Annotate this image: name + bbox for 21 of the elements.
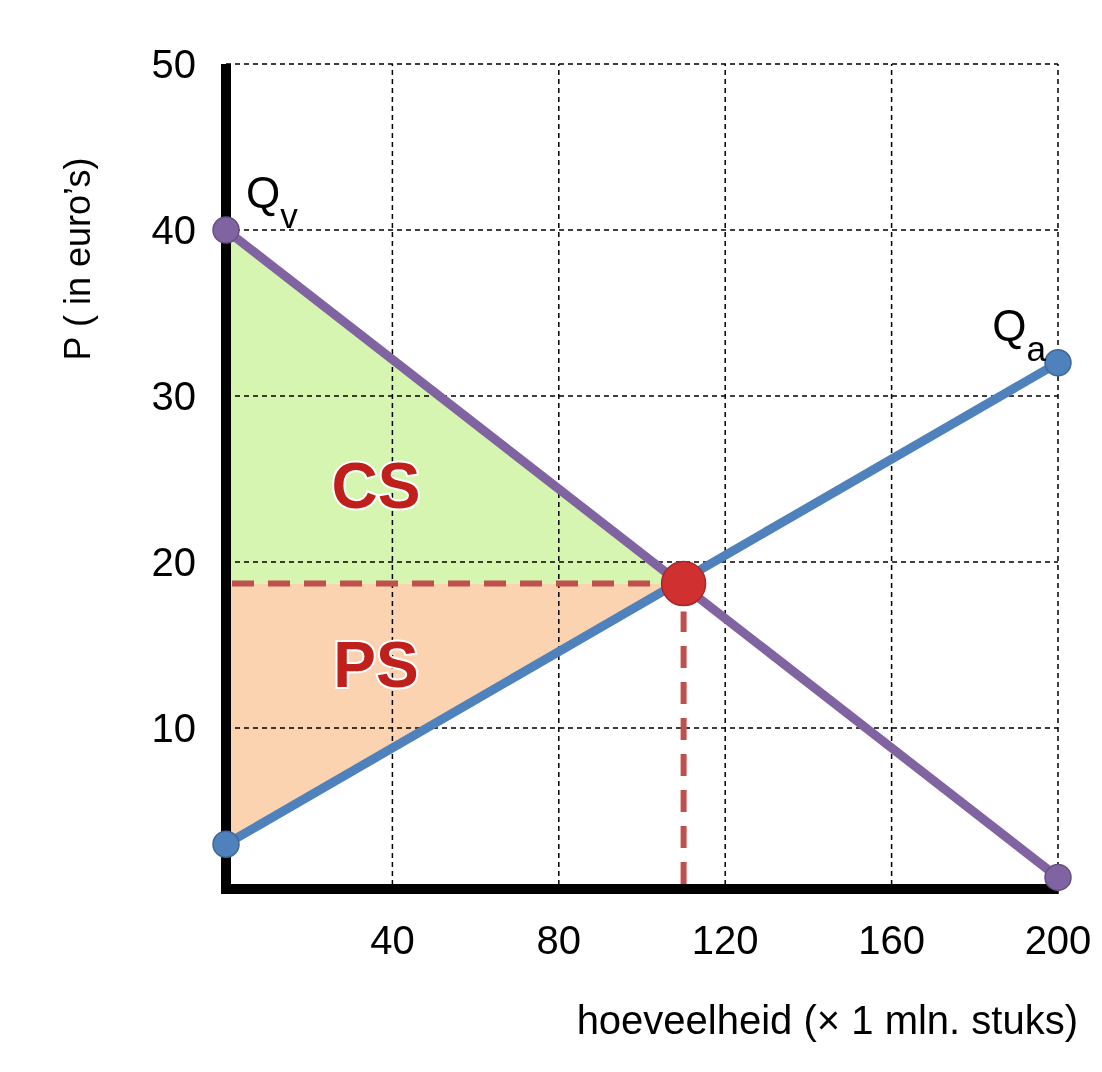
- y-tick-label: 10: [151, 706, 196, 750]
- x-tick-label: 80: [536, 918, 582, 962]
- point: [1044, 863, 1072, 892]
- y-tick-label: 30: [151, 374, 196, 418]
- point: [212, 216, 240, 244]
- x-axis-title: hoeveelheid (× 1 mln. stuks): [576, 998, 1078, 1042]
- annotation: CS: [331, 449, 421, 522]
- y-axis-title: P ( in euro’s): [57, 157, 98, 361]
- x-tick-label: 200: [1024, 918, 1092, 962]
- series-label: Q$_{a}$: [992, 300, 1047, 368]
- point: [1044, 349, 1072, 377]
- y-tick-label: 40: [151, 208, 196, 252]
- annotation: PS: [333, 629, 419, 702]
- point: [212, 830, 240, 858]
- x-tick-label: 120: [691, 918, 759, 962]
- y-tick-label: 20: [151, 540, 196, 584]
- point: [660, 560, 707, 607]
- x-tick-label: 40: [370, 918, 415, 962]
- series-label: Q$_{v}$: [246, 168, 299, 235]
- y-tick-label: 50: [151, 42, 196, 86]
- x-tick-label: 160: [858, 918, 925, 962]
